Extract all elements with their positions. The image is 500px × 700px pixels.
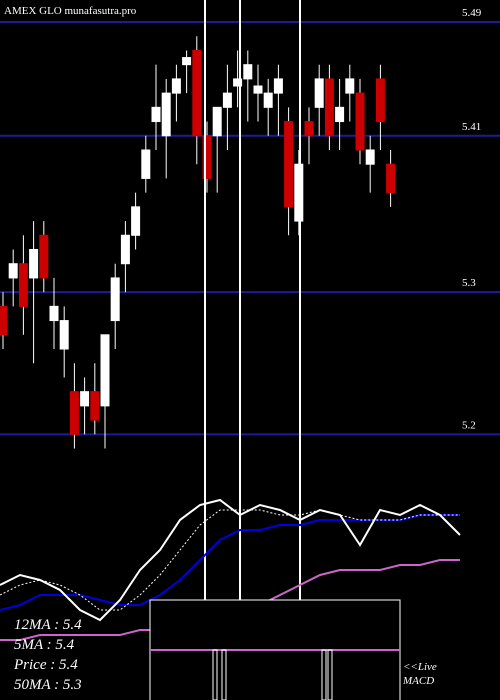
candle-body [59, 320, 69, 350]
candle-body [222, 92, 232, 108]
candle-body [263, 92, 273, 108]
candle-body [284, 121, 294, 208]
candle-body [100, 334, 110, 407]
candle-body [304, 121, 314, 137]
indicator-line [0, 498, 461, 622]
y-tick-label: 5.49 [462, 7, 482, 19]
candle-body [314, 78, 324, 108]
candle-body [110, 277, 120, 322]
candle-body [161, 92, 171, 137]
candle-body [120, 234, 130, 265]
macd-bar [321, 649, 327, 700]
candle-body [202, 135, 212, 179]
macd-label: MACD [402, 675, 434, 687]
candle-body [182, 57, 192, 66]
candles [0, 36, 396, 449]
candle-body [49, 305, 59, 322]
candle-body [212, 106, 222, 137]
indicator-line [0, 514, 460, 611]
macd-bar [212, 649, 218, 700]
candle-body [253, 85, 263, 94]
candle-body [386, 163, 396, 194]
candle-body [294, 163, 304, 222]
y-tick-label: 5.2 [462, 419, 476, 431]
candle-body [345, 78, 355, 94]
y-tick-label: 5.3 [462, 277, 476, 289]
candle-body [355, 92, 365, 151]
candle-body [151, 106, 161, 123]
candle-body [29, 248, 39, 279]
grid: 5.49 5.41 5.3 5.2 [0, 7, 500, 436]
candle-body [324, 78, 334, 137]
legend-text: Price : 5.4 [13, 657, 78, 673]
candle-body [273, 78, 283, 94]
candle-body [335, 106, 345, 123]
legend-text: 5MA : 5.4 [14, 637, 75, 653]
candle-body [243, 64, 253, 80]
candle-body [18, 263, 28, 307]
candle-body [171, 78, 181, 94]
candle-body [141, 149, 151, 179]
y-tick-label: 5.41 [462, 121, 481, 133]
candle-body [0, 305, 8, 336]
candle-body [233, 78, 243, 87]
candle-body [8, 263, 18, 279]
candle-body [131, 206, 141, 236]
candle-body [90, 391, 100, 421]
macd-panel [149, 599, 401, 700]
macd-label: <<Live [403, 661, 437, 673]
macd-bar [327, 649, 333, 700]
candle-body [365, 149, 375, 165]
chart-title: AMEX GLO munafasutra.pro [4, 5, 137, 17]
candle-body [192, 49, 202, 137]
macd-bar [221, 649, 227, 700]
candle-body [39, 234, 49, 279]
legend-text: 50MA : 5.3 [14, 677, 82, 693]
legend-text: 12MA : 5.4 [14, 617, 82, 633]
candle-body [69, 391, 79, 435]
candle-body [80, 391, 90, 407]
candle-body [375, 78, 385, 123]
